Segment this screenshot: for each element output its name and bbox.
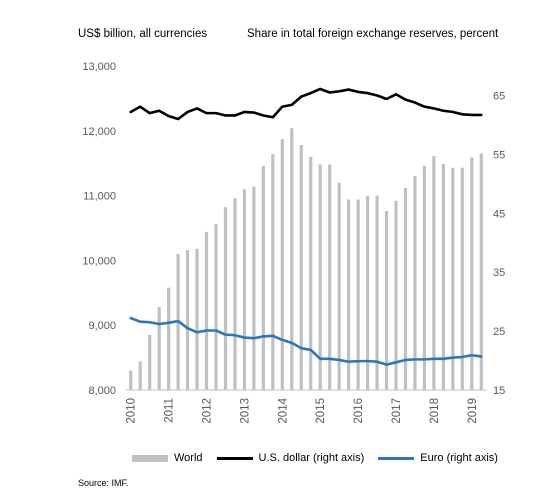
world-bar xyxy=(261,165,265,390)
legend-label-euro: Euro (right axis) xyxy=(420,452,498,464)
left-tick-label: 8,000 xyxy=(88,385,116,397)
year-label: 2015 xyxy=(315,398,327,424)
world-bar xyxy=(422,165,427,390)
world-bar xyxy=(375,195,379,390)
left-tick-label: 9,000 xyxy=(88,320,116,332)
world-bar xyxy=(403,187,408,390)
world-bar xyxy=(223,207,228,390)
right-tick-label: 45 xyxy=(493,208,505,220)
legend-item-euro: Euro (right axis) xyxy=(378,452,498,464)
world-bar xyxy=(318,164,322,390)
world-bar xyxy=(384,211,389,390)
world-bar xyxy=(479,153,483,390)
world-bar xyxy=(290,128,294,390)
world-bar xyxy=(148,334,152,390)
left-tick-label: 13,000 xyxy=(82,61,116,73)
legend-label-usd: U.S. dollar (right axis) xyxy=(258,452,365,464)
legend-swatch-euro xyxy=(378,456,415,460)
right-tick-label: 65 xyxy=(493,90,505,102)
world-bar xyxy=(299,145,303,390)
legend: World U.S. dollar (right axis) Euro (rig… xyxy=(132,452,512,464)
left-tick-label: 12,000 xyxy=(82,126,116,138)
world-bar xyxy=(252,186,256,390)
left-tick-label: 11,000 xyxy=(83,191,116,203)
world-bar xyxy=(167,287,171,390)
world-bar xyxy=(204,231,209,390)
world-bar xyxy=(347,199,351,390)
world-bar xyxy=(242,189,247,390)
world-bar xyxy=(185,250,190,390)
source-note: Source: IMF. xyxy=(78,478,129,488)
right-axis-title: Share in total foreign exchange reserves… xyxy=(247,28,499,40)
world-bar xyxy=(138,361,142,390)
world-bar xyxy=(337,182,341,390)
world-bar xyxy=(195,248,199,390)
world-bar xyxy=(129,370,133,390)
legend-item-world: World xyxy=(132,452,203,464)
year-label: 2017 xyxy=(391,398,403,424)
world-bar xyxy=(309,156,313,390)
world-bar xyxy=(271,154,275,390)
world-bar xyxy=(432,156,436,390)
legend-swatch-world xyxy=(132,454,168,462)
world-bar xyxy=(413,176,417,390)
year-label: 2018 xyxy=(429,398,441,424)
legend-swatch-usd xyxy=(216,456,253,460)
right-tick-label: 35 xyxy=(493,267,505,279)
left-axis-title: US$ billion, all currencies xyxy=(78,28,208,40)
left-tick-label: 10,000 xyxy=(82,255,116,267)
world-bar xyxy=(157,307,161,390)
year-label: 2012 xyxy=(202,398,214,424)
world-bar xyxy=(394,200,398,390)
year-label: 2016 xyxy=(353,398,365,424)
world-bar xyxy=(280,139,284,390)
year-label: 2014 xyxy=(277,397,289,423)
usd-share-line xyxy=(129,87,483,121)
world-bar xyxy=(470,157,474,390)
legend-item-usd: U.S. dollar (right axis) xyxy=(216,452,365,464)
world-bar xyxy=(356,199,360,390)
right-tick-label: 25 xyxy=(493,326,505,338)
year-label: 2011 xyxy=(164,398,176,423)
world-bar xyxy=(460,167,464,390)
year-label: 2010 xyxy=(126,398,138,424)
euro-share-line xyxy=(129,316,483,366)
right-tick-label: 55 xyxy=(493,149,505,161)
world-bar xyxy=(365,196,370,390)
year-label: 2019 xyxy=(467,398,479,424)
world-bar xyxy=(328,164,332,390)
world-bar xyxy=(233,198,237,390)
world-bar xyxy=(214,224,218,390)
legend-label-world: World xyxy=(174,452,203,464)
world-bar xyxy=(441,163,445,390)
year-label: 2013 xyxy=(239,398,251,424)
right-tick-label: 15 xyxy=(493,385,505,397)
world-bar xyxy=(451,167,455,390)
